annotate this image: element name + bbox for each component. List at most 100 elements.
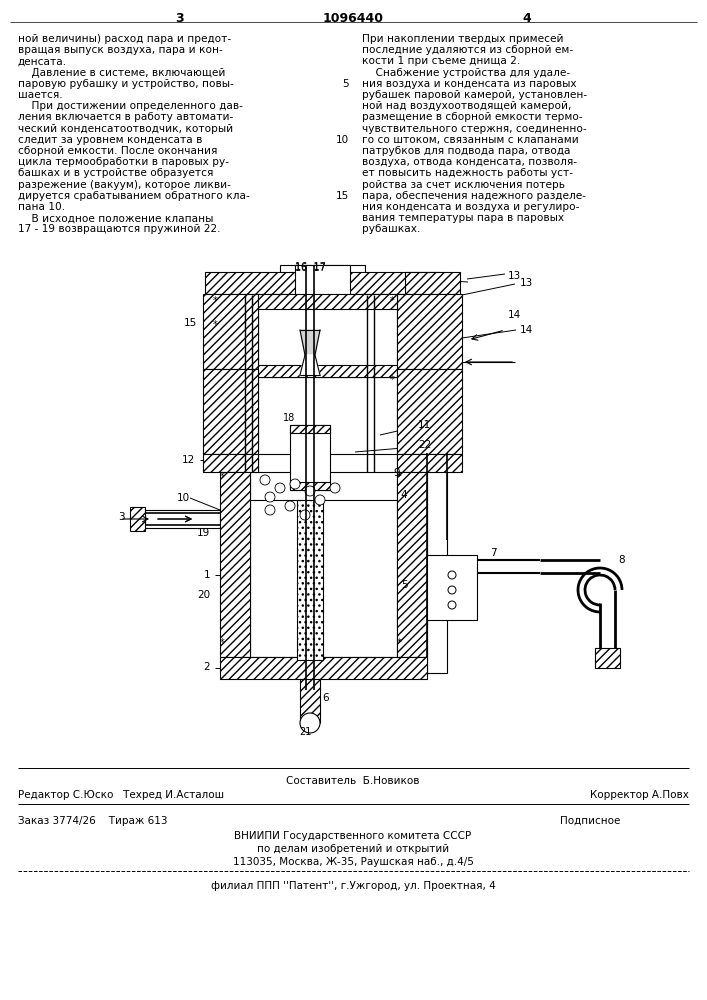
Circle shape <box>290 479 300 489</box>
Text: 17 - 19 возвращаются пружиной 22.: 17 - 19 возвращаются пружиной 22. <box>18 224 221 234</box>
Bar <box>290 425 330 490</box>
Polygon shape <box>300 355 320 375</box>
Bar <box>220 472 250 657</box>
Text: вращая выпуск воздуха, пара и кон-: вращая выпуск воздуха, пара и кон- <box>18 45 223 55</box>
Text: *: * <box>390 375 395 385</box>
Text: чувствительного стержня, соединенно-: чувствительного стержня, соединенно- <box>362 124 587 134</box>
Bar <box>203 294 258 369</box>
Text: разрежение (вакуум), которое ликви-: разрежение (вакуум), которое ликви- <box>18 180 231 190</box>
Text: 1: 1 <box>204 570 210 580</box>
Circle shape <box>330 483 340 493</box>
Text: ния конденсата и воздуха и регулиро-: ния конденсата и воздуха и регулиро- <box>362 202 579 212</box>
Text: Корректор А.Повх: Корректор А.Повх <box>590 790 689 800</box>
Text: 3: 3 <box>118 512 125 522</box>
Circle shape <box>315 495 325 505</box>
Text: *: * <box>213 320 218 330</box>
Text: *: * <box>220 472 225 482</box>
Text: В исходное положение клапаны: В исходное положение клапаны <box>18 213 214 223</box>
Text: 13: 13 <box>520 278 533 288</box>
Text: *: * <box>397 472 402 482</box>
Text: 14: 14 <box>508 310 521 320</box>
Text: Снабжение устройства для удале-: Снабжение устройства для удале- <box>362 68 570 78</box>
Bar <box>130 507 145 531</box>
Text: 14: 14 <box>520 325 533 335</box>
Circle shape <box>265 492 275 502</box>
Text: ВНИИПИ Государственного комитета СССР: ВНИИПИ Государственного комитета СССР <box>235 831 472 841</box>
Text: последние удаляются из сборной ем-: последние удаляются из сборной ем- <box>362 45 573 55</box>
Bar <box>397 369 462 454</box>
Bar <box>258 377 397 454</box>
Text: ройства за счет исключения потерь: ройства за счет исключения потерь <box>362 180 565 190</box>
Text: ной над воздухоотводящей камерой,: ной над воздухоотводящей камерой, <box>362 101 571 111</box>
Bar <box>258 365 397 377</box>
Text: 6: 6 <box>322 693 329 703</box>
Text: *: * <box>220 638 225 648</box>
Text: дируется срабатыванием обратного кла-: дируется срабатыванием обратного кла- <box>18 191 250 201</box>
Text: ния воздуха и конденсата из паровых: ния воздуха и конденсата из паровых <box>362 79 577 89</box>
Text: 2: 2 <box>204 662 210 672</box>
Bar <box>295 265 350 295</box>
Text: цикла термообработки в паровых ру-: цикла термообработки в паровых ру- <box>18 157 229 167</box>
Text: 10: 10 <box>336 135 349 145</box>
Text: паровую рубашку и устройство, повы-: паровую рубашку и устройство, повы- <box>18 79 234 89</box>
Bar <box>205 272 440 294</box>
Bar <box>258 294 397 369</box>
Text: Составитель  Б.Новиков: Составитель Б.Новиков <box>286 776 420 786</box>
Circle shape <box>448 601 456 609</box>
Bar <box>220 657 427 679</box>
Text: 15: 15 <box>336 191 349 201</box>
Text: *: * <box>213 375 218 385</box>
Text: *: * <box>213 296 218 306</box>
Text: Редактор С.Юско   Техред И.Асталош: Редактор С.Юско Техред И.Асталош <box>18 790 224 800</box>
Text: *: * <box>397 638 402 648</box>
Text: Давление в системе, включающей: Давление в системе, включающей <box>18 68 226 78</box>
Text: Заказ 3774/26    Тираж 613: Заказ 3774/26 Тираж 613 <box>18 816 168 826</box>
Text: 15: 15 <box>184 318 197 328</box>
Text: сборной емкости. После окончания: сборной емкости. После окончания <box>18 146 217 156</box>
Text: ет повысить надежность работы уст-: ет повысить надежность работы уст- <box>362 168 573 178</box>
Text: следит за уровнем конденсата в: следит за уровнем конденсата в <box>18 135 202 145</box>
Text: 3: 3 <box>175 12 185 25</box>
Text: 9: 9 <box>393 468 399 478</box>
Bar <box>300 679 320 719</box>
Text: 4: 4 <box>522 12 532 25</box>
Bar <box>297 500 323 660</box>
Bar <box>405 272 460 294</box>
Text: пана 10.: пана 10. <box>18 202 65 212</box>
Text: 5: 5 <box>402 580 408 590</box>
Bar <box>280 265 365 295</box>
Circle shape <box>260 475 270 485</box>
Text: 7: 7 <box>490 548 496 558</box>
Circle shape <box>300 510 310 520</box>
Bar <box>397 294 462 369</box>
Text: 18: 18 <box>283 413 296 423</box>
Bar <box>397 454 462 472</box>
Text: кости 1 при съеме днища 2.: кости 1 при съеме днища 2. <box>362 56 520 66</box>
Text: 8: 8 <box>618 555 624 565</box>
Polygon shape <box>300 330 320 355</box>
Text: вания температуры пара в паровых: вания температуры пара в паровых <box>362 213 564 223</box>
Bar <box>595 648 620 668</box>
Circle shape <box>300 713 320 733</box>
Text: 16  17: 16 17 <box>295 263 326 273</box>
Bar <box>258 294 397 309</box>
Text: воздуха, отвода конденсата, позволя-: воздуха, отвода конденсата, позволя- <box>362 157 577 167</box>
Bar <box>203 454 258 472</box>
Circle shape <box>285 501 295 511</box>
Circle shape <box>448 586 456 594</box>
Text: ной величины) расход пара и предот-: ной величины) расход пара и предот- <box>18 34 231 44</box>
Bar <box>250 472 397 657</box>
Circle shape <box>448 571 456 579</box>
Text: 11: 11 <box>418 420 431 430</box>
Text: 10: 10 <box>177 493 190 503</box>
Text: 16  17: 16 17 <box>295 262 326 272</box>
Text: 113035, Москва, Ж-35, Раушская наб., д.4/5: 113035, Москва, Ж-35, Раушская наб., д.4… <box>233 857 474 867</box>
Text: 19: 19 <box>197 528 210 538</box>
Text: 1096440: 1096440 <box>322 12 383 25</box>
Text: 20: 20 <box>197 590 210 600</box>
Circle shape <box>265 505 275 515</box>
Text: денсата.: денсата. <box>18 56 67 66</box>
Bar <box>145 510 220 528</box>
Bar <box>427 453 447 673</box>
Text: филиал ППП ''Патент'', г.Ужгород, ул. Проектная, 4: филиал ППП ''Патент'', г.Ужгород, ул. Пр… <box>211 881 496 891</box>
